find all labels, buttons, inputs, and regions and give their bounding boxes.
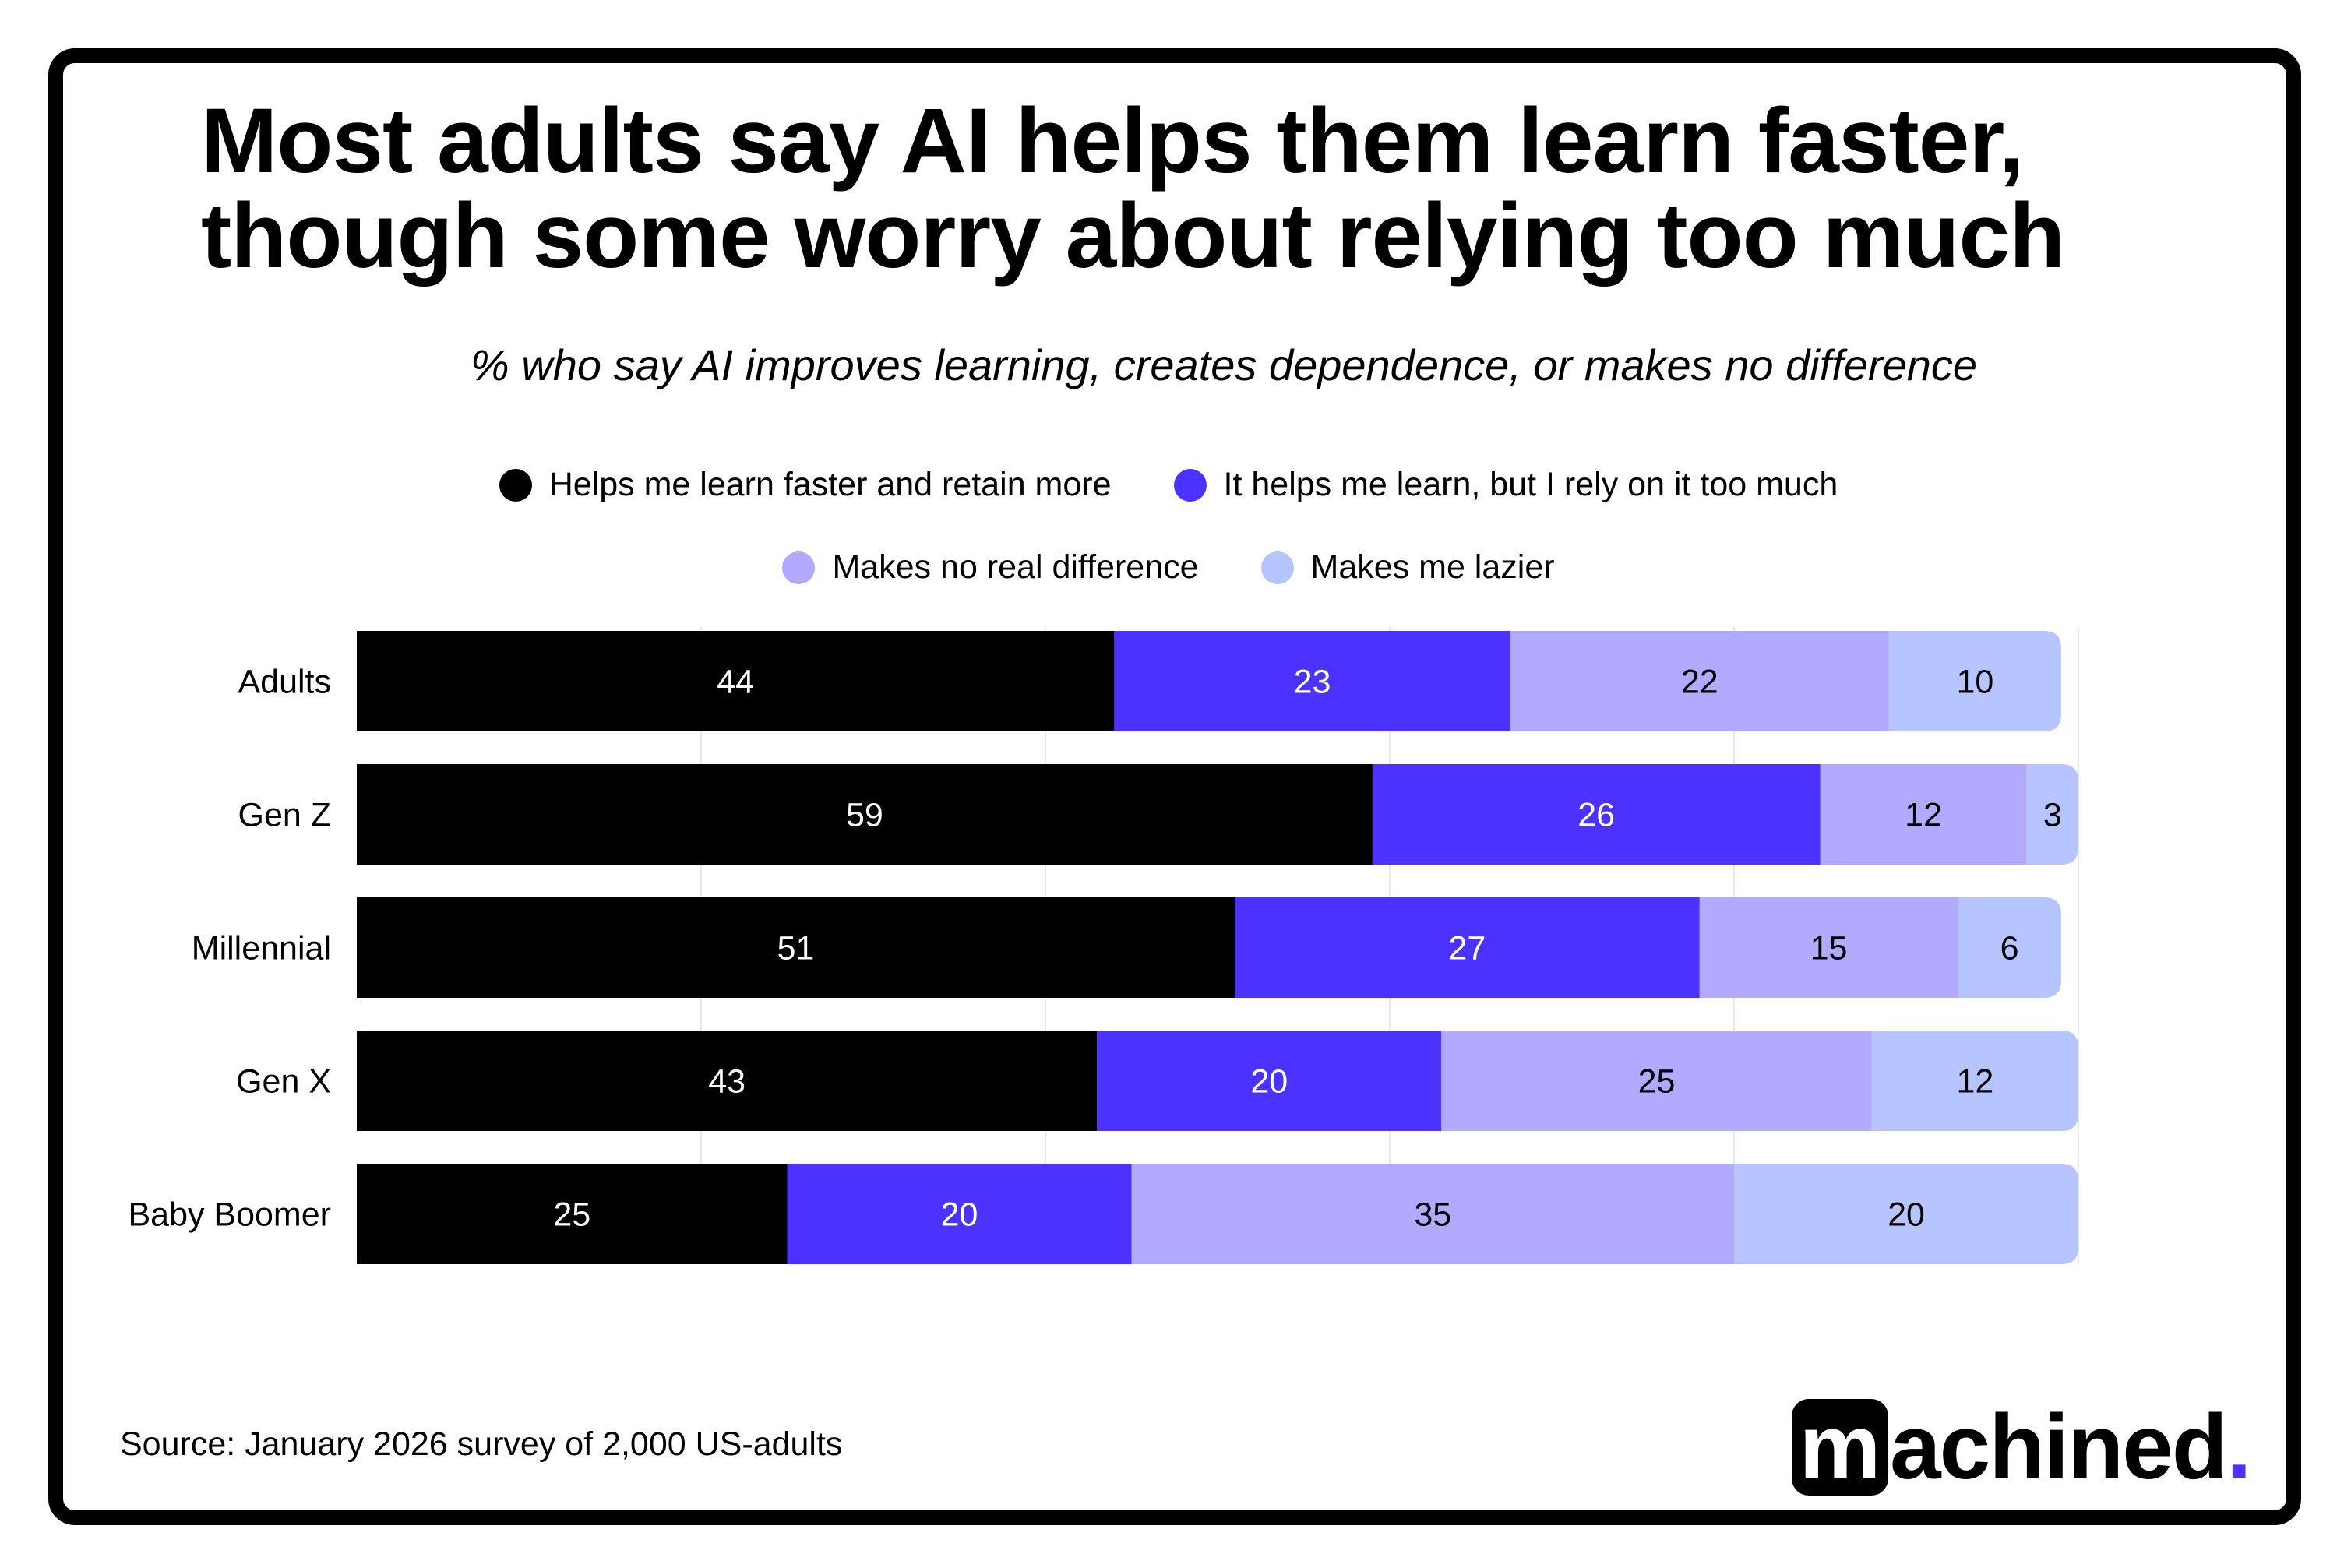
bar-segment	[357, 631, 1115, 731]
legend-item: Makes me lazier	[1260, 548, 1555, 587]
data-label: 20	[1250, 1063, 1288, 1101]
category-label: Adults	[238, 664, 331, 701]
legend-swatch	[782, 551, 816, 584]
bar-segment	[1888, 631, 2061, 731]
data-label: 10	[1956, 664, 1993, 701]
data-label: 35	[1414, 1196, 1451, 1234]
logo-wordmark: achined	[1890, 1396, 2228, 1499]
legend-swatch	[1173, 468, 1207, 502]
bar-segment	[1510, 631, 1889, 731]
bar-group	[357, 897, 2061, 998]
bar-group	[357, 631, 2061, 731]
chart-title: Most adults say AI helps them learn fast…	[201, 90, 2065, 287]
logo-dot: .	[2226, 1396, 2252, 1499]
data-label: 25	[1638, 1063, 1676, 1101]
category-label: Gen Z	[238, 797, 332, 834]
data-label: 15	[1810, 930, 1848, 967]
legend-item: Helps me learn faster and retain more	[499, 466, 1112, 504]
bar-segment	[1114, 631, 1510, 731]
legend-row-1: Helps me learn faster and retain more It…	[0, 466, 2337, 504]
logo-box: m	[1792, 1399, 1888, 1496]
bar-segment	[2026, 764, 2078, 865]
data-label: 51	[777, 930, 815, 967]
bar-group	[357, 1164, 2078, 1264]
bar-segment	[1097, 1031, 1442, 1131]
bar-segment	[787, 1164, 1132, 1264]
title-line-1: Most adults say AI helps them learn fast…	[201, 90, 2025, 192]
data-label: 12	[1905, 797, 1942, 834]
bar-segment	[1871, 1031, 2078, 1131]
bar-segment	[1734, 1164, 2078, 1264]
legend-label: It helps me learn, but I rely on it too …	[1223, 466, 1838, 503]
data-label: 25	[553, 1196, 590, 1234]
bar-segment	[1820, 764, 2027, 865]
bar-segment	[1958, 897, 2061, 998]
chart-subtitle: % who say AI improves learning, creates …	[470, 340, 1977, 389]
data-label: 20	[941, 1196, 978, 1234]
bar-group	[357, 764, 2078, 865]
data-label: 44	[717, 664, 754, 701]
title-line-2: though some worry about relying too much	[201, 185, 2065, 287]
data-label: 26	[1577, 797, 1615, 834]
bar-segment	[1131, 1164, 1734, 1264]
legend-row-2: Makes no real difference Makes me lazier	[0, 548, 2337, 587]
bar-segment	[357, 764, 1373, 865]
bar-segment	[357, 1164, 788, 1264]
bar-segment	[1441, 1031, 1872, 1131]
legend-swatch	[499, 468, 532, 502]
legend-item: Makes no real difference	[782, 548, 1199, 587]
bar-group	[357, 1031, 2078, 1131]
chart-frame	[48, 48, 2301, 1525]
bar-segment	[357, 897, 1235, 998]
bar-segment	[1235, 897, 1700, 998]
legend-label: Makes no real difference	[832, 548, 1199, 586]
data-label: 59	[846, 797, 883, 834]
category-label: Millennial	[192, 930, 331, 967]
category-label: Gen X	[236, 1063, 331, 1101]
source-note: Source: January 2026 survey of 2,000 US-…	[120, 1425, 843, 1463]
legend-swatch	[1260, 551, 1294, 584]
bar-segment	[1699, 897, 1958, 998]
legend-label: Helps me learn faster and retain more	[548, 466, 1112, 503]
data-label: 6	[2000, 930, 2019, 967]
data-label: 22	[1681, 664, 1718, 701]
data-label: 43	[708, 1063, 746, 1101]
data-label: 12	[1956, 1063, 1993, 1101]
machined-logo: m achined.	[1792, 1399, 2252, 1496]
data-label: 27	[1449, 930, 1486, 967]
data-label: 20	[1888, 1196, 1925, 1234]
legend-item: It helps me learn, but I rely on it too …	[1173, 466, 1838, 504]
legend-label: Makes me lazier	[1310, 548, 1555, 586]
data-label: 23	[1294, 664, 1331, 701]
category-label: Baby Boomer	[128, 1196, 331, 1234]
bar-segment	[357, 1031, 1098, 1131]
bar-segment	[1372, 764, 1821, 865]
data-label: 3	[2043, 797, 2062, 834]
